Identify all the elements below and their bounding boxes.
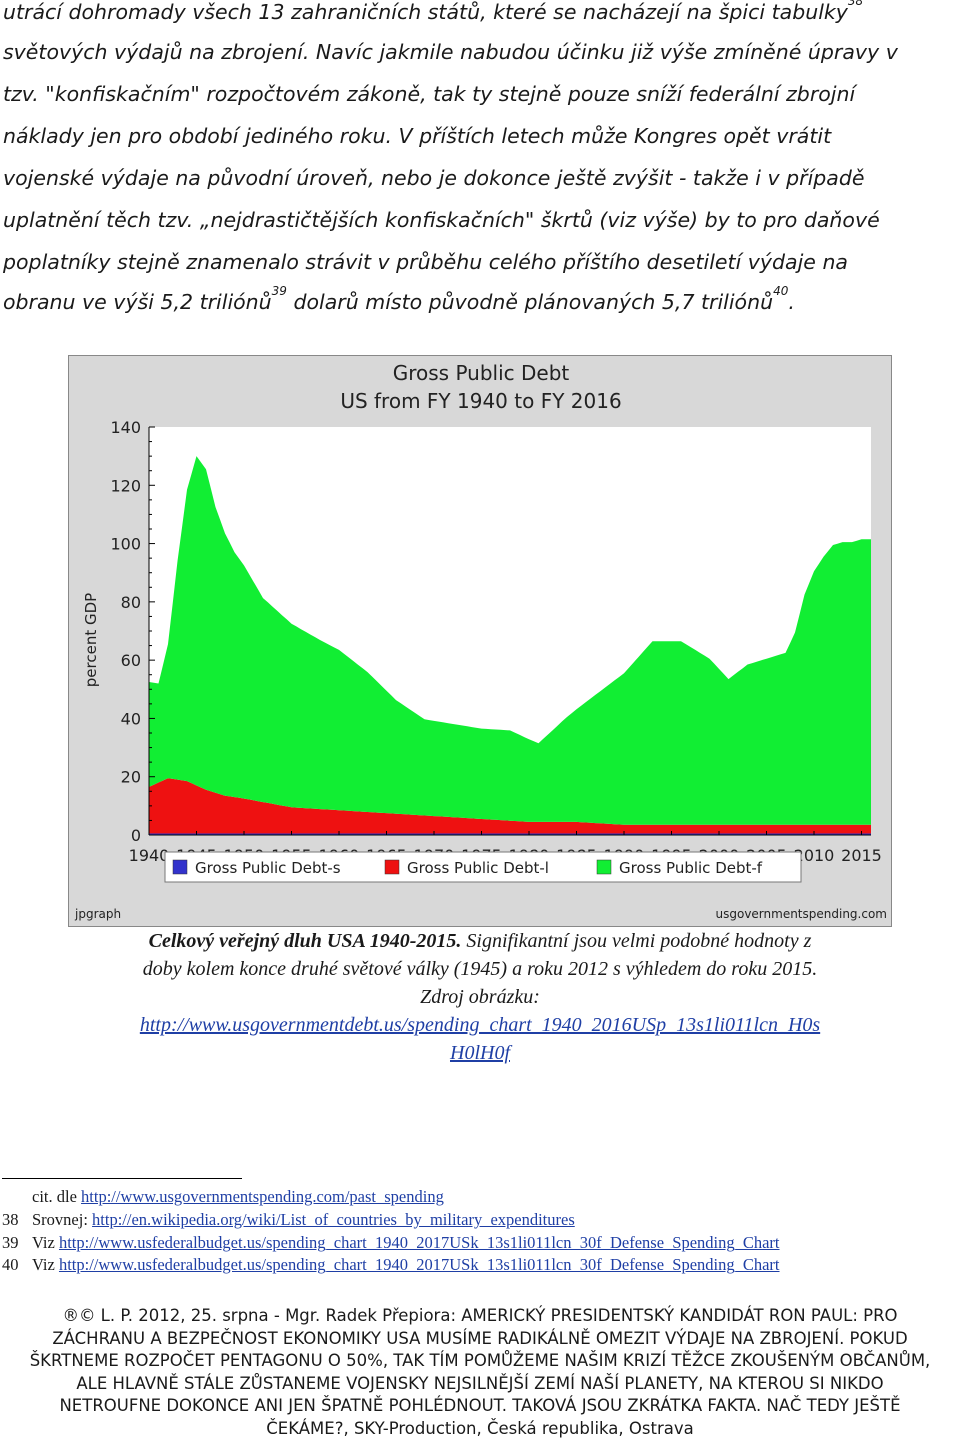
footer-line: ALE HLAVNĚ STÁLE ZŮSTANEME VOJENSKY NEJS… (76, 1373, 884, 1393)
chart-legend: Gross Public Debt-s Gross Public Debt-l Gr… (164, 851, 802, 883)
caption-source-link-cont[interactable]: H0lH0f (450, 1042, 510, 1064)
body-line-text: obranu ve výši 5,2 triliónů (3, 290, 272, 314)
footnote-number: 38 (2, 1210, 19, 1229)
footnote-item: cit. dle http://www.usgovernmentspending… (2, 1187, 444, 1207)
body-line-text: . (788, 290, 795, 314)
caption-text: Signifikantní jsou velmi podobné hodnoty… (461, 930, 812, 952)
caption-source-link[interactable]: http://www.usgovernmentdebt.us/spending_… (139, 1014, 821, 1036)
x-tick-label: 2015 (841, 846, 882, 865)
plot-area: 0204060801001201401940194519501955196019… (110, 418, 881, 865)
legend-box (164, 851, 802, 883)
y-tick-label: 120 (110, 476, 141, 495)
footnote-separator (2, 1178, 242, 1179)
footnote-text: cit. dle (32, 1187, 82, 1206)
y-axis-label: percent GDP (82, 593, 100, 687)
footer-line: ŠKRTNEME ROZPOČET PENTAGONU O 50%, TAK T… (29, 1351, 931, 1370)
y-tick-label: 60 (121, 651, 141, 670)
legend-swatch (596, 859, 612, 875)
chart-svg: Gross Public Debt US from FY 1940 to FY … (69, 356, 891, 926)
y-tick-label: 40 (121, 709, 141, 728)
footnote-ref-39: 39 (271, 284, 287, 298)
legend-label: Gross Public Debt-l (407, 859, 549, 877)
x-tick-label: 2010 (794, 846, 835, 865)
page-footer: ®© L. P. 2012, 25. srpna - Mgr. Radek Př… (0, 1305, 960, 1440)
y-tick-label: 0 (131, 826, 141, 845)
area-series-3 (149, 456, 871, 825)
figure-caption-line-4: http://www.usgovernmentdebt.us/spending_… (0, 1014, 960, 1037)
caption-source-label: Zdroj obrázku: (420, 986, 540, 1008)
footnote-number: 39 (2, 1233, 19, 1252)
y-tick-label: 80 (121, 593, 141, 612)
y-tick-label: 100 (110, 535, 141, 554)
body-line-text: dolarů místo původně plánovaných 5,7 tri… (286, 290, 774, 314)
y-tick-label: 140 (110, 418, 141, 437)
body-line: uplatnění těch tzv. „nejdrastičtějších k… (3, 208, 880, 232)
legend-label: Gross Public Debt-s (195, 859, 341, 877)
body-line: utrácí dohromady všech 13 zahraničních s… (3, 0, 863, 24)
body-line: obranu ve výši 5,2 triliónů39 dolarů mís… (3, 284, 795, 314)
footnote-item: 38 Srovnej: http://en.wikipedia.org/wiki/… (2, 1210, 575, 1230)
caption-text: doby kolem konce druhé světové války (19… (142, 958, 818, 980)
chart-subtitle: US from FY 1940 to FY 2016 (340, 389, 621, 413)
legend-swatch (172, 859, 188, 875)
legend-label: Gross Public Debt-f (619, 859, 763, 877)
footer-line: ®© L. P. 2012, 25. srpna - Mgr. Radek Př… (62, 1306, 898, 1325)
footnote-item: 39 Viz http://www.usfederalbudget.us/spen… (2, 1233, 780, 1253)
footnote-link[interactable]: http://www.usfederalbudget.us/spending_c… (58, 1255, 780, 1274)
chart-title: Gross Public Debt (393, 361, 570, 385)
body-line: světových výdajů na zbrojení. Navíc jakm… (3, 40, 898, 64)
body-line: náklady jen pro období jediného roku. V … (3, 124, 832, 148)
chart-credit-right: usgovernmentspending.com (716, 907, 888, 921)
footnote-text: Srovnej: (32, 1210, 93, 1229)
footnote-link[interactable]: http://en.wikipedia.org/wiki/List_of_cou… (92, 1210, 575, 1229)
footer-line: NETROUFNE DOKONCE ANI JEN ŠPATNĚ POHLÉDN… (59, 1396, 901, 1415)
body-line-text: utrácí dohromady všech 13 zahraničních s… (3, 0, 848, 24)
figure-caption-line-5: H0lH0f (0, 1042, 960, 1065)
figure-caption-line-2: doby kolem konce druhé světové války (19… (0, 958, 960, 981)
footer-line: ČEKÁME?, SKY-Production, Česká republika… (266, 1418, 694, 1438)
footer-line: ZÁCHRANU A BEZPEČNOST EKONOMIKY USA MUSÍ… (52, 1328, 908, 1348)
footnote-ref-40: 40 (773, 284, 789, 298)
caption-title: Celkový veřejný dluh USA 1940-2015. (148, 930, 462, 952)
footnote-ref-38: 38 (847, 0, 864, 8)
footnote-item: 40 Viz http://www.usfederalbudget.us/spen… (2, 1255, 780, 1275)
footnote-link[interactable]: http://www.usfederalbudget.us/spending_c… (58, 1233, 780, 1252)
legend-swatch (384, 859, 400, 875)
chart-credit-left: jpgraph (74, 907, 121, 921)
footnote-number: 40 (2, 1255, 19, 1274)
footnote-text: Viz (32, 1255, 59, 1274)
debt-chart: Gross Public Debt US from FY 1940 to FY … (68, 355, 892, 927)
figure-caption-line-1: Celkový veřejný dluh USA 1940-2015. Sign… (0, 930, 960, 953)
body-line: tzv. "konfiskačním" rozpočtovém zákoně, … (3, 82, 856, 106)
figure-caption-line-3: Zdroj obrázku: (0, 986, 960, 1009)
body-line: vojenské výdaje na původní úroveň, nebo … (3, 166, 865, 190)
footnote-text: Viz (32, 1233, 59, 1252)
x-tick-label: 1940 (129, 846, 170, 865)
body-line: poplatníky stejně znamenalo strávit v pr… (3, 250, 848, 274)
area-series-2 (149, 778, 871, 834)
footnote-link[interactable]: http://www.usgovernmentspending.com/past… (81, 1187, 444, 1206)
y-tick-label: 20 (121, 768, 141, 787)
